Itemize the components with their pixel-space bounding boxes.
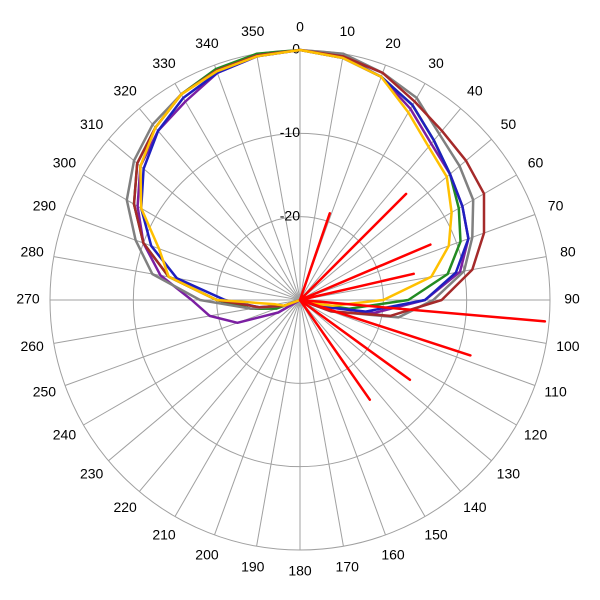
angle-label: 40	[467, 82, 483, 98]
angle-label: 70	[548, 198, 564, 214]
angle-label: 280	[20, 243, 44, 259]
angle-label: 30	[428, 55, 444, 71]
angle-label: 90	[564, 291, 580, 307]
angle-label: 250	[33, 384, 57, 400]
angle-label: 230	[80, 466, 104, 482]
spoke	[64, 299, 301, 386]
spoke	[299, 299, 492, 462]
angle-label: 10	[339, 23, 355, 39]
spoke	[299, 214, 536, 301]
series-line	[298, 192, 547, 401]
spoke	[138, 299, 301, 492]
spoke	[64, 214, 301, 301]
spoke	[299, 299, 517, 426]
angle-label: 350	[241, 23, 265, 39]
angle-label: 170	[336, 559, 360, 575]
angle-label: 290	[33, 198, 57, 214]
angle-label: 340	[195, 35, 219, 51]
spoke	[214, 64, 301, 301]
spoke	[256, 53, 301, 301]
angle-label: 0	[296, 19, 304, 35]
angle-label: 240	[53, 427, 77, 443]
angle-label: 330	[152, 55, 176, 71]
angle-label: 50	[501, 116, 517, 132]
spoke	[299, 174, 517, 301]
angle-label: 300	[53, 155, 77, 171]
radial-label: -20	[280, 207, 300, 223]
spoke	[174, 83, 301, 301]
spoke	[214, 299, 301, 536]
angle-label: 270	[16, 291, 40, 307]
spoke	[108, 299, 301, 462]
spoke	[299, 299, 344, 547]
spoke	[256, 299, 301, 547]
angle-label: 180	[288, 563, 312, 579]
spoke	[83, 299, 301, 426]
grid-ring	[132, 132, 468, 468]
angle-label: 80	[560, 243, 576, 259]
spoke	[299, 299, 426, 517]
spoke	[138, 108, 301, 301]
angle-label: 210	[152, 526, 176, 542]
angle-label: 310	[80, 116, 104, 132]
spoke	[299, 256, 547, 301]
series-line	[132, 48, 462, 310]
spoke	[299, 299, 536, 386]
spoke	[299, 83, 426, 301]
angle-label: 190	[241, 559, 265, 575]
angle-label: 150	[424, 526, 448, 542]
angle-label: 20	[385, 35, 401, 51]
angle-label: 60	[528, 155, 544, 171]
angle-label: 120	[524, 427, 548, 443]
angle-label: 130	[497, 466, 521, 482]
radial-label: -10	[280, 124, 300, 140]
spoke	[299, 299, 386, 536]
spoke	[299, 53, 344, 301]
spoke	[299, 299, 462, 492]
angle-label: 140	[463, 499, 487, 515]
angle-label: 160	[381, 546, 405, 562]
angle-label: 110	[544, 384, 567, 400]
radial-label: 0	[292, 41, 300, 57]
angle-label: 200	[195, 546, 219, 562]
angle-label: 100	[556, 338, 580, 354]
angle-label: 220	[113, 499, 137, 515]
angle-label: 260	[20, 338, 44, 354]
spoke	[174, 299, 301, 517]
angle-label: 320	[113, 82, 137, 98]
spoke	[83, 174, 301, 301]
